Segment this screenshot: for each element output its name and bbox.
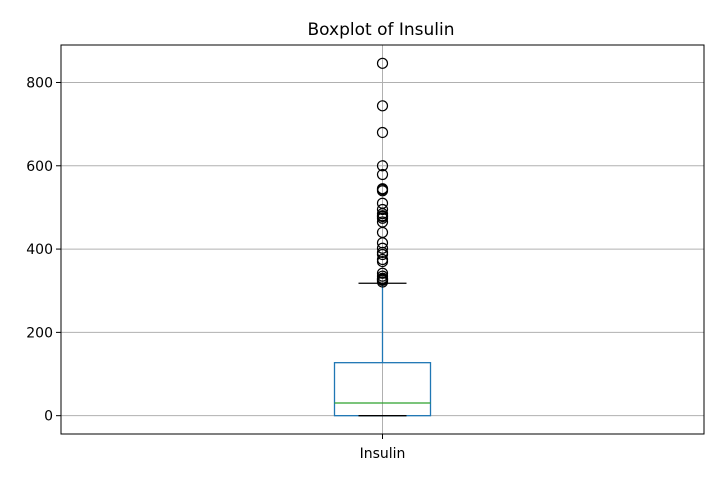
- outlier-point: [376, 267, 389, 279]
- x-tick-label: Insulin: [360, 446, 406, 462]
- grid-layer: [61, 45, 704, 434]
- outlier-point: [376, 160, 389, 172]
- axis-layer: 0 200 400 600 800 Insulin: [26, 75, 405, 462]
- outlier-point: [376, 242, 389, 254]
- outlier-point: [376, 185, 389, 197]
- outlier-point: [376, 248, 389, 261]
- y-tick-label: 0: [44, 409, 53, 425]
- outlier-point: [376, 276, 389, 288]
- outlier-point: [376, 57, 389, 69]
- y-tick-label: 800: [26, 75, 53, 91]
- plot-frame: [60, 44, 705, 435]
- y-tick-label: 400: [26, 242, 53, 258]
- outlier-point: [376, 255, 389, 268]
- outlier-point: [376, 100, 389, 112]
- outlier-point: [376, 203, 389, 216]
- outlier-point: [376, 212, 389, 224]
- chart-title: Boxplot of Insulin: [307, 20, 454, 40]
- y-tick-label: 600: [26, 159, 53, 175]
- y-tick-label: 200: [26, 325, 53, 341]
- outlier-point: [376, 168, 389, 181]
- box-layer: [333, 57, 432, 417]
- outlier-point: [376, 126, 389, 139]
